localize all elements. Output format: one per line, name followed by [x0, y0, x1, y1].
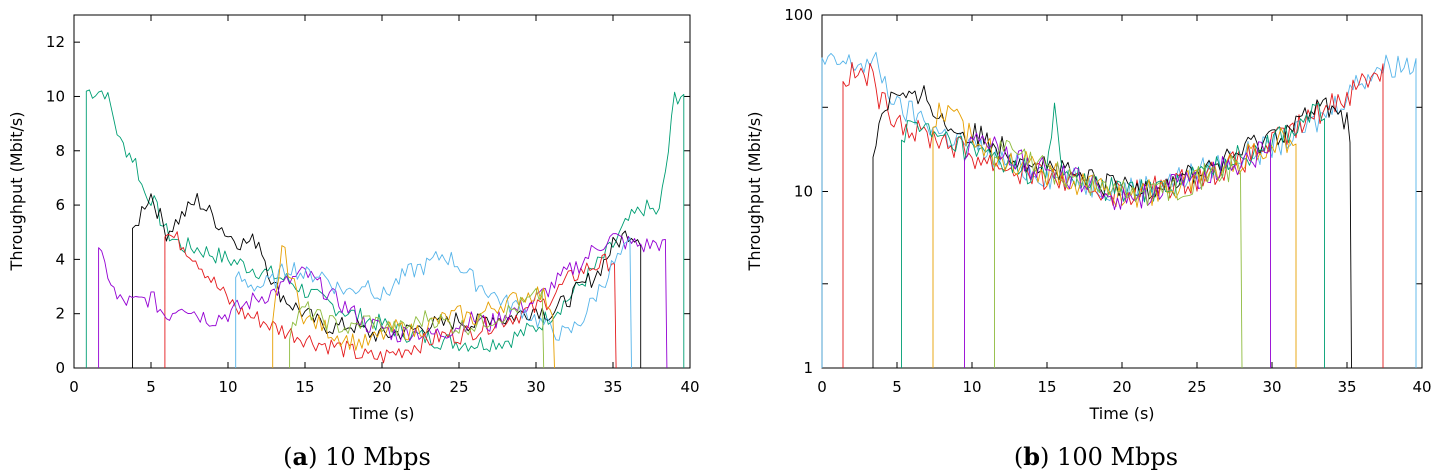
x-tick-label-a-3: 15	[295, 378, 314, 396]
caption-b: (b) 100 Mbps	[1014, 442, 1178, 471]
series-group-b	[821, 51, 1417, 369]
y-tick-label-b-2: 10	[794, 183, 813, 201]
caption-text-a: 10 Mbps	[325, 443, 431, 471]
caption-text-b: 100 Mbps	[1057, 443, 1178, 471]
x-tick-label-a-5: 25	[449, 378, 468, 396]
series-line-a-4	[235, 237, 632, 369]
x-tick-label-b-5: 25	[1187, 378, 1206, 396]
y-tick-label-a-1: 2	[55, 305, 65, 323]
x-tick-label-a-7: 35	[603, 378, 622, 396]
series-line-b-1	[842, 62, 1384, 368]
x-tick-label-b-7: 35	[1337, 378, 1356, 396]
panel-letter-b: b	[1023, 442, 1040, 471]
series-line-a-0	[85, 89, 685, 368]
x-tick-label-a-6: 30	[526, 378, 545, 396]
x-axis-label-a: Time (s)	[348, 404, 414, 423]
y-tick-label-a-3: 6	[55, 196, 65, 214]
series-line-a-5	[272, 245, 555, 369]
x-tick-label-b-2: 10	[962, 378, 981, 396]
x-tick-label-a-8: 40	[680, 378, 699, 396]
x-tick-label-a-4: 20	[372, 378, 391, 396]
x-tick-label-b-4: 20	[1112, 378, 1131, 396]
y-axis-label-b: Throughput (Mbit/s)	[745, 112, 764, 272]
x-tick-label-a-2: 10	[218, 378, 237, 396]
series-line-a-2	[164, 231, 617, 369]
x-tick-label-a-1: 5	[146, 378, 156, 396]
y-tick-label-b-0: 1	[803, 359, 813, 377]
y-tick-label-b-4: 100	[784, 6, 813, 24]
series-line-b-6	[994, 139, 1243, 369]
x-tick-label-b-6: 30	[1262, 378, 1281, 396]
series-line-b-2	[872, 85, 1352, 369]
x-axis-label-b: Time (s)	[1088, 404, 1154, 423]
chart-panel-a: 0 5 10 15 20 25 30 35 40 0 2 4 6 8 10 12 Time (s) Throu…	[7, 14, 700, 471]
y-tick-label-a-2: 4	[55, 250, 65, 268]
ticks-b: 0 5 10 15 20 25 30 35 40 1 10 100	[784, 6, 1431, 396]
y-tick-label-a-5: 10	[46, 87, 65, 105]
x-tick-label-b-0: 0	[817, 378, 827, 396]
x-tick-label-b-3: 15	[1037, 378, 1056, 396]
x-tick-label-b-8: 40	[1412, 378, 1431, 396]
x-tick-label-b-1: 5	[892, 378, 902, 396]
series-line-b-0	[821, 51, 1417, 368]
series-line-a-1	[132, 192, 642, 368]
caption-a: (a) 10 Mbps	[283, 442, 431, 471]
y-tick-label-a-6: 12	[46, 33, 65, 51]
chart-panel-b: 0 5 10 15 20 25 30 35 40 1 10 100 Time (s) Throughp…	[745, 6, 1432, 471]
y-tick-label-a-0: 0	[55, 359, 65, 377]
y-axis-label-a: Throughput (Mbit/s)	[7, 112, 26, 272]
series-line-a-3	[98, 233, 668, 369]
plot-frame-a	[73, 14, 691, 369]
series-line-b-5	[964, 132, 1271, 368]
panel-letter-a: a	[293, 442, 309, 471]
series-line-a-6	[289, 288, 545, 369]
series-group-a	[85, 89, 685, 369]
y-tick-label-a-4: 8	[55, 142, 65, 160]
series-line-b-4	[932, 102, 1297, 368]
x-tick-label-a-0: 0	[69, 378, 79, 396]
ticks-a: 0 5 10 15 20 25 30 35 40 0 2 4 6 8 10 12	[46, 15, 700, 396]
